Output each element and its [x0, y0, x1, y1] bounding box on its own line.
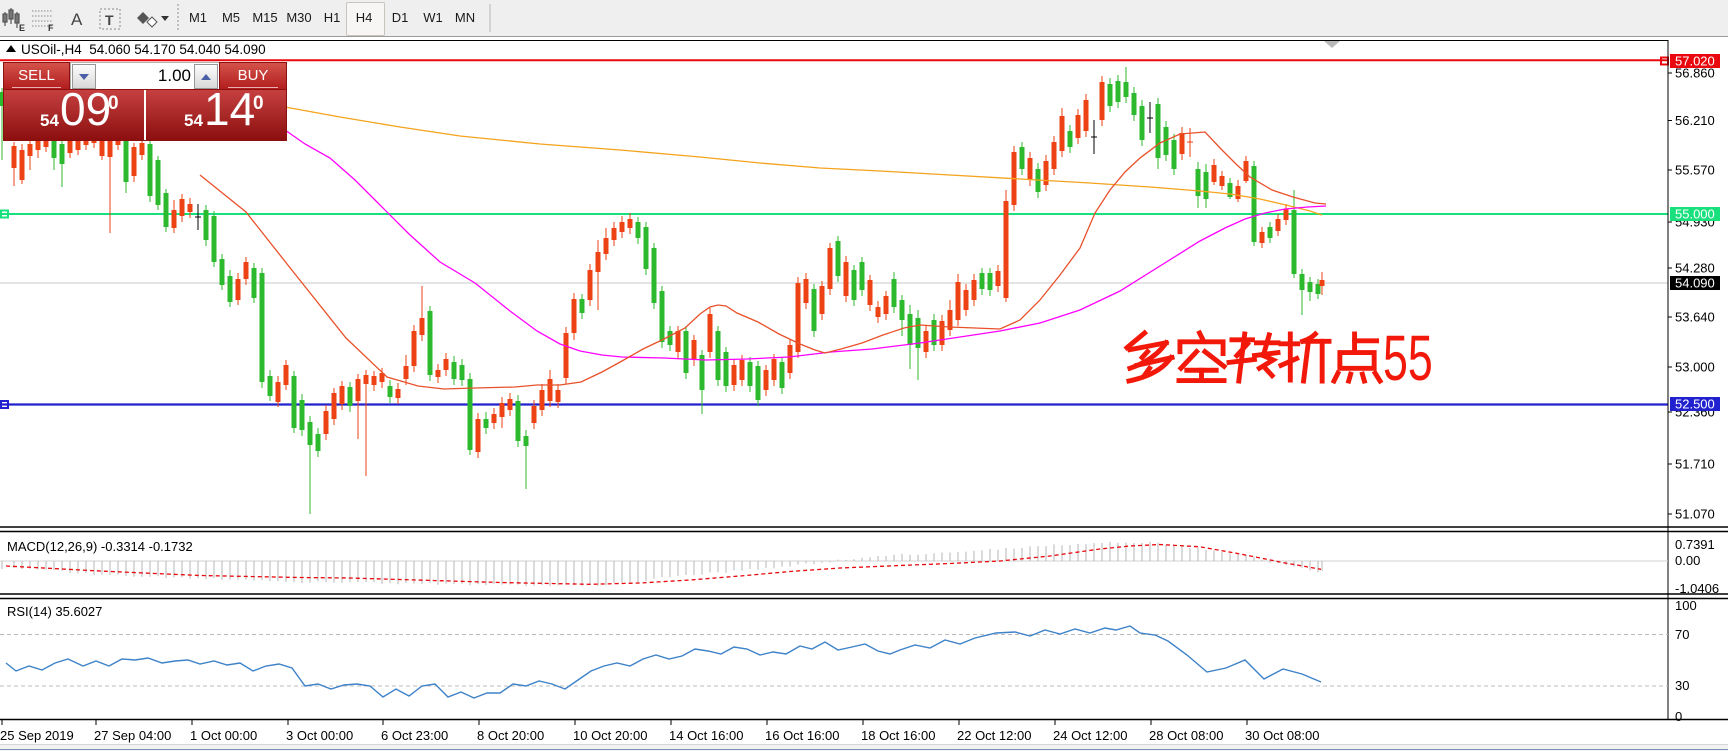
- svg-text:53.640: 53.640: [1675, 310, 1715, 325]
- svg-text:18 Oct 16:00: 18 Oct 16:00: [861, 728, 935, 743]
- svg-text:22 Oct 12:00: 22 Oct 12:00: [957, 728, 1031, 743]
- svg-text:54.090: 54.090: [1675, 276, 1715, 291]
- svg-text:F: F: [48, 23, 54, 33]
- svg-text:0.7391: 0.7391: [1675, 537, 1715, 552]
- svg-text:51.070: 51.070: [1675, 507, 1715, 522]
- svg-text:1 Oct 00:00: 1 Oct 00:00: [190, 728, 257, 743]
- svg-text:53.000: 53.000: [1675, 360, 1715, 375]
- svg-text:A: A: [71, 10, 83, 29]
- svg-text:70: 70: [1675, 627, 1689, 642]
- svg-text:100: 100: [1675, 598, 1697, 613]
- svg-text:51.710: 51.710: [1675, 457, 1715, 472]
- svg-text:56.860: 56.860: [1675, 66, 1715, 81]
- svg-text:55: 55: [1383, 322, 1433, 394]
- svg-text:0: 0: [1675, 709, 1682, 724]
- svg-text:30: 30: [1675, 678, 1689, 693]
- svg-text:56.210: 56.210: [1675, 113, 1715, 128]
- svg-text:28 Oct 08:00: 28 Oct 08:00: [1149, 728, 1223, 743]
- svg-text:-1.0406: -1.0406: [1675, 581, 1719, 596]
- svg-text:54.280: 54.280: [1675, 261, 1715, 276]
- svg-text:3 Oct 00:00: 3 Oct 00:00: [286, 728, 353, 743]
- svg-text:16 Oct 16:00: 16 Oct 16:00: [765, 728, 839, 743]
- svg-text:0.00: 0.00: [1675, 553, 1700, 568]
- svg-text:27 Sep 04:00: 27 Sep 04:00: [94, 728, 171, 743]
- svg-text:25 Sep 2019: 25 Sep 2019: [0, 728, 74, 743]
- svg-text:T: T: [105, 12, 114, 28]
- svg-text:14 Oct 16:00: 14 Oct 16:00: [669, 728, 743, 743]
- svg-text:USOil-,H4 54.060 54.170 54.04: USOil-,H4 54.060 54.170 54.040 54.090: [21, 42, 266, 57]
- svg-text:24 Oct 12:00: 24 Oct 12:00: [1053, 728, 1127, 743]
- svg-text:E: E: [19, 23, 25, 33]
- svg-text:6 Oct 23:00: 6 Oct 23:00: [381, 728, 448, 743]
- svg-text:30 Oct 08:00: 30 Oct 08:00: [1245, 728, 1319, 743]
- svg-text:8 Oct 20:00: 8 Oct 20:00: [477, 728, 544, 743]
- svg-text:MACD(12,26,9) -0.3314 -0.1732: MACD(12,26,9) -0.3314 -0.1732: [7, 539, 193, 554]
- svg-text:55.000: 55.000: [1675, 207, 1715, 222]
- svg-text:57.020: 57.020: [1675, 54, 1715, 69]
- svg-text:RSI(14) 35.6027: RSI(14) 35.6027: [7, 604, 102, 619]
- svg-text:52.500: 52.500: [1675, 397, 1715, 412]
- svg-text:10 Oct 20:00: 10 Oct 20:00: [573, 728, 647, 743]
- svg-text:55.570: 55.570: [1675, 163, 1715, 178]
